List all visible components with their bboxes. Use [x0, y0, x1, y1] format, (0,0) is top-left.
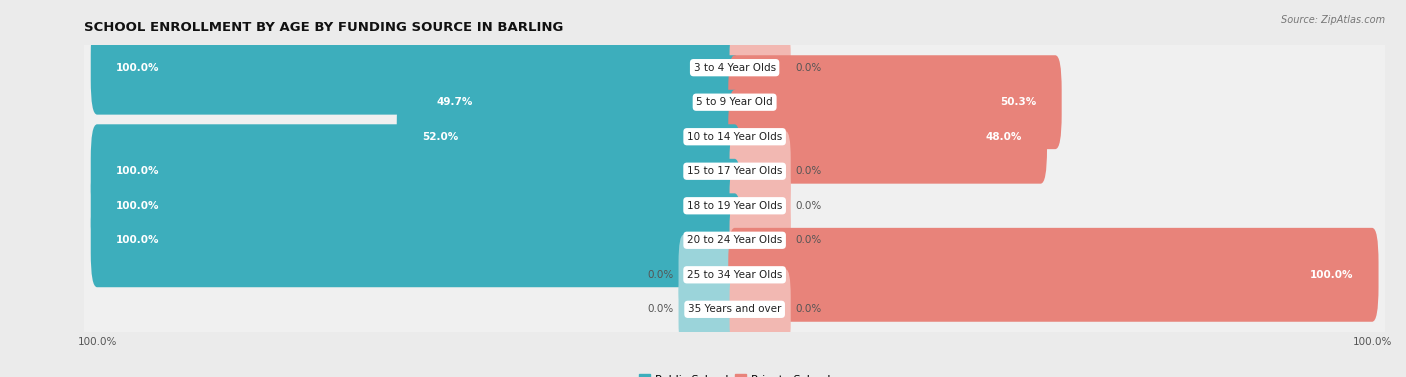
Text: 5 to 9 Year Old: 5 to 9 Year Old — [696, 97, 773, 107]
Text: 100.0%: 100.0% — [1309, 270, 1353, 280]
FancyBboxPatch shape — [75, 137, 1395, 274]
FancyBboxPatch shape — [91, 124, 741, 218]
FancyBboxPatch shape — [728, 55, 1062, 149]
FancyBboxPatch shape — [730, 269, 790, 349]
Text: 100.0%: 100.0% — [117, 63, 160, 73]
FancyBboxPatch shape — [679, 235, 740, 315]
FancyBboxPatch shape — [91, 193, 741, 287]
FancyBboxPatch shape — [75, 172, 1395, 309]
Text: 0.0%: 0.0% — [796, 235, 821, 245]
FancyBboxPatch shape — [412, 55, 741, 149]
Text: 100.0%: 100.0% — [117, 201, 160, 211]
FancyBboxPatch shape — [730, 200, 790, 280]
FancyBboxPatch shape — [75, 0, 1395, 136]
FancyBboxPatch shape — [75, 33, 1395, 171]
Text: 100.0%: 100.0% — [117, 235, 160, 245]
FancyBboxPatch shape — [75, 206, 1395, 344]
Text: 0.0%: 0.0% — [796, 63, 821, 73]
FancyBboxPatch shape — [91, 21, 741, 115]
Text: 3 to 4 Year Olds: 3 to 4 Year Olds — [693, 63, 776, 73]
FancyBboxPatch shape — [728, 228, 1378, 322]
Text: 0.0%: 0.0% — [648, 270, 673, 280]
Text: 100.0%: 100.0% — [117, 166, 160, 176]
Text: 48.0%: 48.0% — [986, 132, 1022, 142]
FancyBboxPatch shape — [730, 28, 790, 108]
Text: 50.3%: 50.3% — [1000, 97, 1036, 107]
FancyBboxPatch shape — [75, 103, 1395, 240]
Text: 35 Years and over: 35 Years and over — [688, 304, 782, 314]
FancyBboxPatch shape — [679, 269, 740, 349]
Legend: Public School, Private School: Public School, Private School — [634, 370, 835, 377]
Text: 52.0%: 52.0% — [422, 132, 458, 142]
FancyBboxPatch shape — [91, 159, 741, 253]
Text: 0.0%: 0.0% — [796, 201, 821, 211]
Text: 18 to 19 Year Olds: 18 to 19 Year Olds — [688, 201, 782, 211]
FancyBboxPatch shape — [396, 90, 741, 184]
Text: 49.7%: 49.7% — [437, 97, 474, 107]
Text: 0.0%: 0.0% — [796, 304, 821, 314]
FancyBboxPatch shape — [730, 166, 790, 246]
Text: 10 to 14 Year Olds: 10 to 14 Year Olds — [688, 132, 782, 142]
Text: 0.0%: 0.0% — [648, 304, 673, 314]
Text: 25 to 34 Year Olds: 25 to 34 Year Olds — [688, 270, 782, 280]
Text: 15 to 17 Year Olds: 15 to 17 Year Olds — [688, 166, 782, 176]
Text: 0.0%: 0.0% — [796, 166, 821, 176]
FancyBboxPatch shape — [730, 131, 790, 211]
FancyBboxPatch shape — [75, 241, 1395, 377]
FancyBboxPatch shape — [728, 90, 1047, 184]
Text: Source: ZipAtlas.com: Source: ZipAtlas.com — [1281, 15, 1385, 25]
FancyBboxPatch shape — [75, 68, 1395, 205]
Text: SCHOOL ENROLLMENT BY AGE BY FUNDING SOURCE IN BARLING: SCHOOL ENROLLMENT BY AGE BY FUNDING SOUR… — [84, 21, 564, 34]
Text: 20 to 24 Year Olds: 20 to 24 Year Olds — [688, 235, 782, 245]
